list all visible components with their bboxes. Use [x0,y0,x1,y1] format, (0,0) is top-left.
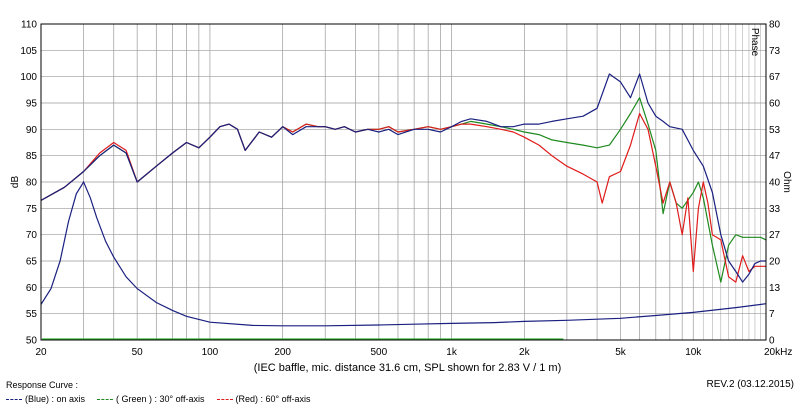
y-tick-label-right: 27 [769,230,781,241]
y-tick-label-right: 67 [769,72,781,83]
y-tick-label-left: 105 [20,46,37,57]
legend-item: ( Green ) : 30° off-axis [97,393,205,405]
legend-label: ( Green ) : 30° off-axis [116,393,205,404]
legend-item: (Red) : 60° off-axis [216,393,311,405]
curves [40,73,767,340]
y-axis-label-left: dB [10,176,21,189]
x-tick-labels: 20 50 100 200 500 1k 2k 5k 10k 20kHz [35,347,792,358]
legend-swatch [216,398,233,400]
y-tick-label-right: 73 [769,46,781,57]
y-tick-label-right: 53 [769,125,781,136]
y-tick-labels-left: 50 55 60 65 70 75 80 85 90 95 100 105 110 [20,20,37,347]
y-tick-label-left: 100 [20,72,37,83]
y-tick-label-left: 60 [26,283,38,294]
legend-label: (Blue) : on axis [25,393,86,404]
y-tick-label-left: 95 [26,99,38,110]
x-tick-label: 50 [132,347,144,358]
y-tick-label-right: 60 [769,99,781,110]
grid [41,24,766,340]
x-tick-label: 1k [446,347,458,358]
y-tick-label-right: 80 [769,20,781,31]
y-tick-label-right: 47 [769,151,781,162]
legend: Response Curve : (Blue) : on axis ( Green… [6,380,322,407]
y-tick-label-right: 20 [769,257,781,268]
y-tick-label-left: 65 [26,257,38,268]
x-tick-label: 2k [519,347,531,358]
legend-swatch [97,398,114,400]
y-tick-labels-right: 0 7 13 20 27 33 40 47 53 60 67 73 80 [769,20,781,347]
phase-axis-label: Phase [749,28,760,57]
x-tick-label: 10k [685,347,702,358]
y-tick-label-left: 90 [26,125,38,136]
chart-caption: (IEC baffle, mic. distance 31.6 cm, SPL … [254,362,562,374]
y-tick-label-right: 33 [769,204,781,215]
y-tick-label-left: 85 [26,151,38,162]
y-tick-label-left: 50 [26,336,38,347]
x-tick-label: 100 [202,347,219,358]
impedance-curve [40,180,767,327]
series-line-on-axis [40,73,766,283]
y-tick-label-left: 110 [21,20,37,31]
y-tick-label-right: 7 [769,309,775,320]
legend-title: Response Curve : [6,380,79,390]
x-tick-label: 200 [274,347,291,358]
x-tick-label: 500 [370,347,387,358]
y-tick-label-left: 70 [26,230,38,241]
y-tick-label-left: 75 [26,204,38,215]
y-tick-label-left: 55 [26,309,38,320]
legend-items: (Blue) : on axis ( Green ) : 30° off-axis… [6,391,322,407]
x-tick-label: 20 [35,347,47,358]
y-tick-label-right: 0 [769,336,775,347]
legend-swatch [6,398,22,400]
y-axis-label-right: Ohm [781,171,792,193]
x-tick-label: 5k [615,347,627,358]
y-tick-label-right: 40 [769,178,781,189]
y-tick-label-left: 80 [26,178,38,189]
plot-frame [40,23,767,341]
revision-label: REV.2 (03.12.2015) [706,379,794,390]
legend-item: (Blue) : on axis [6,394,85,405]
y-tick-label-right: 13 [769,283,781,294]
legend-label: (Red) : 60° off-axis [235,393,311,404]
x-tick-label: 20kHz [764,347,792,358]
